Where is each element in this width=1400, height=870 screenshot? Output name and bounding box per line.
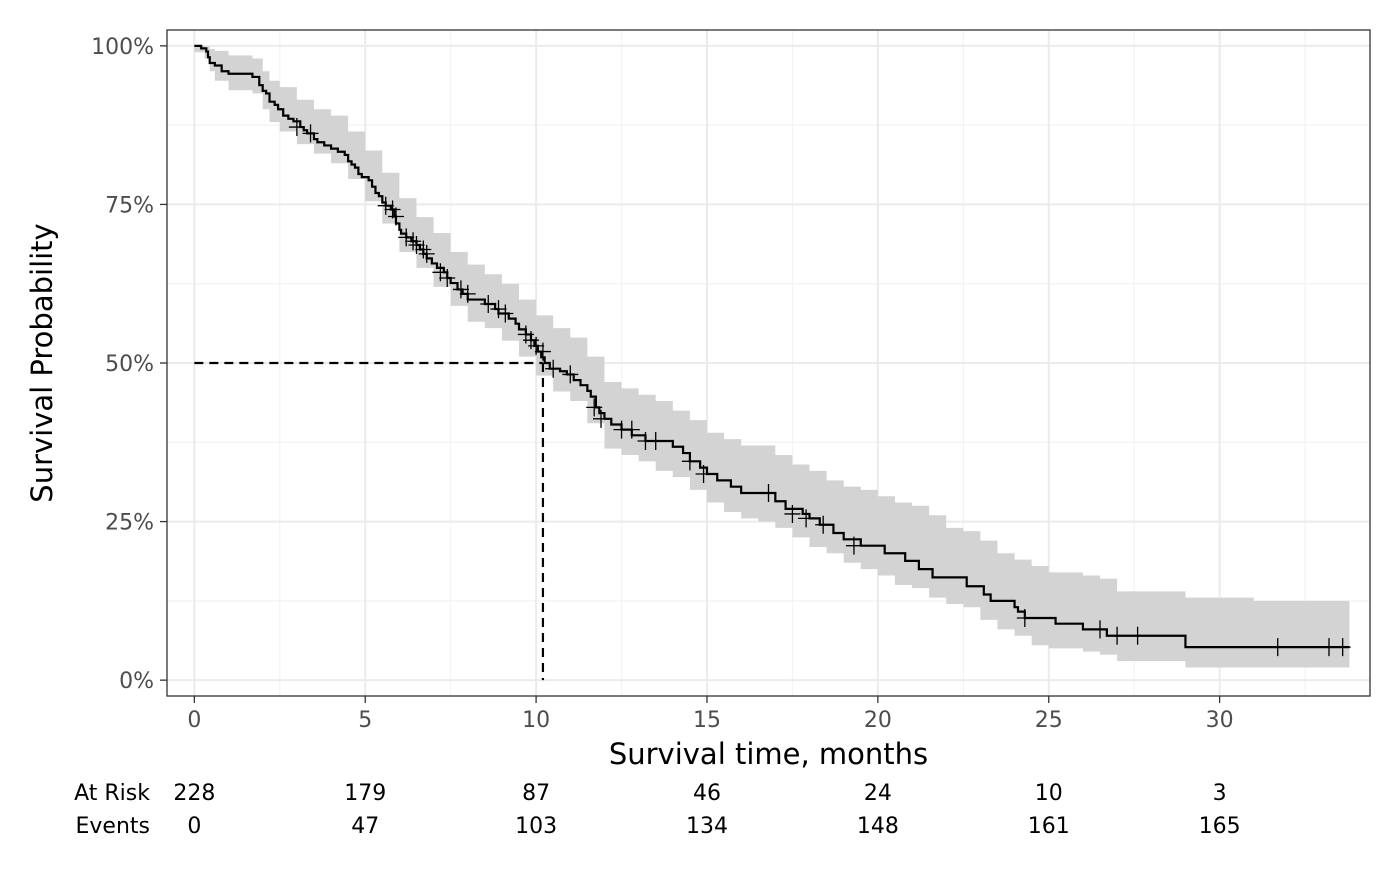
risk-table-cell: 165	[1199, 814, 1241, 839]
y-tick-label: 0%	[119, 669, 154, 694]
y-tick-label: 50%	[105, 352, 154, 377]
censor-mark	[1320, 638, 1337, 657]
censor-mark	[534, 342, 551, 361]
censor-mark	[452, 280, 469, 299]
y-axis-title: Survival Probability	[25, 223, 59, 502]
x-tick-label: 10	[522, 708, 550, 733]
censor-mark	[1334, 638, 1351, 657]
censor-mark	[1092, 620, 1109, 639]
x-tick-label: 30	[1206, 708, 1234, 733]
risk-table-cell: 3	[1213, 781, 1227, 806]
risk-table-cell: 134	[686, 814, 728, 839]
risk-table-cell: 0	[187, 814, 201, 839]
censor-mark	[798, 509, 815, 528]
risk-table-cell: 46	[693, 781, 721, 806]
censor-mark	[562, 365, 579, 384]
censor-mark	[405, 232, 422, 251]
risk-table-cell: 148	[857, 814, 899, 839]
y-tick-label: 75%	[105, 193, 154, 218]
risk-table-cell: 103	[515, 814, 557, 839]
censor-mark	[760, 484, 777, 503]
censor-mark	[784, 504, 801, 523]
censor-mark	[408, 236, 425, 255]
risk-table-cell: 87	[522, 781, 550, 806]
censor-mark	[1016, 608, 1033, 627]
censor-mark	[418, 244, 435, 263]
x-tick-label: 15	[693, 708, 721, 733]
censor-mark	[545, 359, 562, 378]
x-tick-label: 0	[187, 708, 201, 733]
y-tick-label: 100%	[91, 35, 154, 60]
x-tick-label: 25	[1035, 708, 1063, 733]
censor-mark	[845, 536, 862, 555]
risk-table-cell: 179	[344, 781, 386, 806]
censor-mark	[459, 284, 476, 303]
risk-table-row-label: Events	[76, 814, 151, 839]
censor-mark	[586, 398, 603, 417]
censor-mark	[593, 409, 610, 428]
censor-mark	[480, 295, 497, 314]
x-axis-title: Survival time, months	[609, 737, 928, 771]
censor-mark	[384, 200, 401, 219]
censor-mark	[490, 300, 507, 319]
risk-table-row-label: At Risk	[74, 781, 150, 806]
censor-mark	[681, 452, 698, 471]
risk-table-cell: 47	[351, 814, 379, 839]
censor-mark	[1129, 626, 1146, 645]
censor-mark	[302, 124, 319, 143]
censor-mark	[695, 465, 712, 483]
censor-mark	[439, 269, 456, 288]
censor-mark	[398, 228, 415, 247]
y-tick-label: 25%	[105, 511, 154, 536]
risk-table-cell: 228	[173, 781, 215, 806]
censor-mark	[497, 304, 514, 323]
censor-mark	[377, 196, 394, 215]
risk-table-cell: 161	[1028, 814, 1070, 839]
x-tick-label: 20	[864, 708, 892, 733]
censor-mark	[623, 420, 640, 439]
x-tick-label: 5	[358, 708, 372, 733]
censor-mark	[815, 515, 832, 534]
censor-mark	[647, 432, 664, 451]
risk-table-cell: 24	[864, 781, 892, 806]
risk-table-cell: 10	[1035, 781, 1063, 806]
censor-mark	[1269, 638, 1286, 657]
censor-mark	[288, 118, 305, 137]
censor-mark	[1109, 626, 1126, 645]
censor-mark	[387, 207, 404, 226]
confidence-band	[194, 45, 1350, 668]
censor-mark	[415, 240, 432, 259]
survival-curve	[194, 44, 1350, 649]
